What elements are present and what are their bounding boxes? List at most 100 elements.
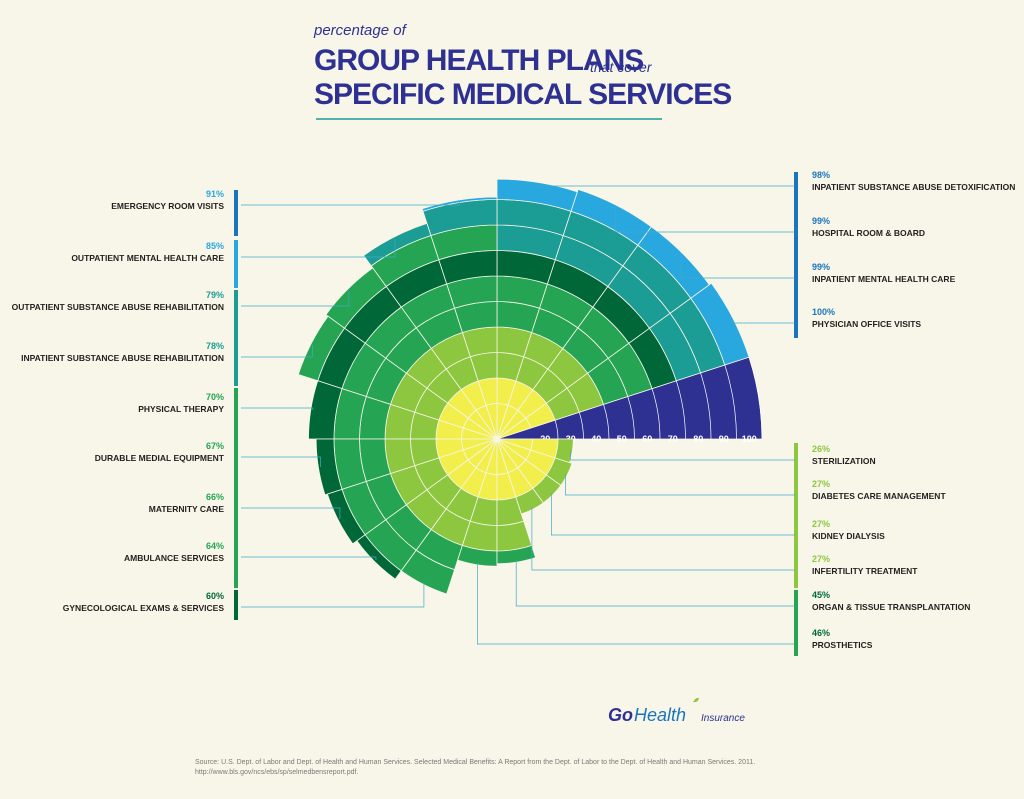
right-group-bar <box>794 443 798 588</box>
value-label: 46% <box>812 628 830 638</box>
callout-line <box>680 254 795 279</box>
left-group-bar <box>234 388 238 588</box>
chart-segment <box>421 196 498 212</box>
scale-ring-line <box>724 364 737 440</box>
scale-tick-label: 50 <box>617 434 627 444</box>
value-label: 60% <box>206 591 224 601</box>
callout-line <box>241 238 396 258</box>
category-label: OUTPATIENT SUBSTANCE ABUSE REHABILITATIO… <box>12 302 224 312</box>
scale-tick-label: 80 <box>693 434 703 444</box>
category-label: OUTPATIENT MENTAL HEALTH CARE <box>71 253 224 263</box>
scale-ring-line <box>651 388 661 440</box>
callout-line <box>241 201 460 206</box>
callout-line <box>536 184 795 187</box>
category-label: INPATIENT SUBSTANCE ABUSE REHABILITATION <box>21 353 224 363</box>
value-label: 79% <box>206 290 224 300</box>
scale-ring-line <box>675 380 686 440</box>
radial-chart: 2030405060708090100 <box>297 178 763 595</box>
value-label: 45% <box>812 590 830 600</box>
title-line-2: SPECIFIC MEDICAL SERVICES <box>314 78 731 111</box>
chart-segment <box>363 222 432 267</box>
value-label: 85% <box>206 241 224 251</box>
gohealth-logo: Go Health Insurance <box>608 697 745 725</box>
chart-callouts: 100% PHYSICIAN OFFICE VISITS 99% INPATIENT … <box>12 170 1015 656</box>
callout-line <box>241 456 321 467</box>
category-label: EMERGENCY ROOM VISITS <box>111 201 224 211</box>
left-group-bar <box>234 290 238 386</box>
value-label: 100% <box>812 307 835 317</box>
category-label: AMBULANCE SERVICES <box>124 553 224 563</box>
source-line-2: http://www.bls.gov/ncs/ebs/sp/selmedbens… <box>195 769 358 776</box>
callout-line <box>570 450 795 461</box>
category-label: PHYSICAL THERAPY <box>138 404 224 414</box>
logo-insurance-text: Insurance <box>701 713 745 724</box>
callout-line <box>614 206 795 233</box>
value-label: 27% <box>812 519 830 529</box>
callout-line <box>531 507 795 571</box>
value-label: 27% <box>812 479 830 489</box>
source-line-1: Source: U.S. Dept. of Labor and Dept. of… <box>195 759 755 766</box>
scale-tick-label: 90 <box>719 434 729 444</box>
value-label: 98% <box>812 170 830 180</box>
value-label: 66% <box>206 492 224 502</box>
callout-line <box>241 507 341 520</box>
category-label: HOSPITAL ROOM & BOARD <box>812 228 925 238</box>
category-label: INFERTILITY TREATMENT <box>812 566 918 576</box>
title-connector: that cover <box>590 59 653 75</box>
category-label: DIABETES CARE MANAGEMENT <box>812 491 946 501</box>
value-label: 64% <box>206 541 224 551</box>
chart-segment <box>496 178 578 212</box>
category-label: DURABLE MEDIAL EQUIPMENT <box>95 453 225 463</box>
callout-line <box>565 473 795 496</box>
value-label: 78% <box>206 341 224 351</box>
chart-segment <box>400 549 456 595</box>
scale-ring-line <box>627 396 635 440</box>
callout-line <box>241 290 350 307</box>
callout-line <box>241 345 314 358</box>
chart-segment <box>496 545 537 565</box>
left-group-bar <box>234 590 238 620</box>
title-block: percentage of GROUP HEALTH PLANS that co… <box>313 22 732 120</box>
title-line-1: GROUP HEALTH PLANS <box>314 44 643 77</box>
category-label: GYNECOLOGICAL EXAMS & SERVICES <box>63 603 225 613</box>
left-group-bar <box>234 240 238 288</box>
value-label: 99% <box>812 216 830 226</box>
value-label: 27% <box>812 554 830 564</box>
value-label: 26% <box>812 444 830 454</box>
callout-line <box>241 582 425 608</box>
scale-tick-label: 100 <box>742 434 757 444</box>
category-label: INPATIENT SUBSTANCE ABUSE DETOXIFICATION <box>812 182 1015 192</box>
logo-go-text: Go <box>608 705 633 725</box>
callout-line <box>477 562 795 645</box>
value-label: 91% <box>206 189 224 199</box>
scale-tick-label: 60 <box>642 434 652 444</box>
category-label: PROSTHETICS <box>812 640 873 650</box>
left-group-bar <box>234 190 238 236</box>
category-label: KIDNEY DIALYSIS <box>812 531 885 541</box>
scale-ring-line <box>748 357 763 440</box>
scale-tick-label: 70 <box>668 434 678 444</box>
category-label: PHYSICIAN OFFICE VISITS <box>812 319 921 329</box>
category-label: STERILIZATION <box>812 456 876 466</box>
value-label: 67% <box>206 441 224 451</box>
category-label: INPATIENT MENTAL HEALTH CARE <box>812 274 956 284</box>
scale-tick-label: 40 <box>591 434 601 444</box>
scale-ring-line <box>700 372 712 440</box>
category-label: MATERNITY CARE <box>149 504 225 514</box>
category-label: ORGAN & TISSUE TRANSPLANTATION <box>812 602 970 612</box>
callout-line <box>241 407 314 410</box>
callout-line <box>550 493 795 536</box>
value-label: 99% <box>812 262 830 272</box>
logo-health-text: Health <box>634 705 686 725</box>
chart-segment <box>554 438 574 464</box>
callout-line <box>515 560 795 607</box>
value-label: 70% <box>206 392 224 402</box>
callout-line <box>730 319 795 324</box>
right-group-bar <box>794 172 798 338</box>
callout-line <box>241 556 377 561</box>
right-group-bar <box>794 590 798 656</box>
chart-segment <box>496 520 533 552</box>
leaf-icon <box>693 697 699 703</box>
title-prefix: percentage of <box>313 22 408 39</box>
